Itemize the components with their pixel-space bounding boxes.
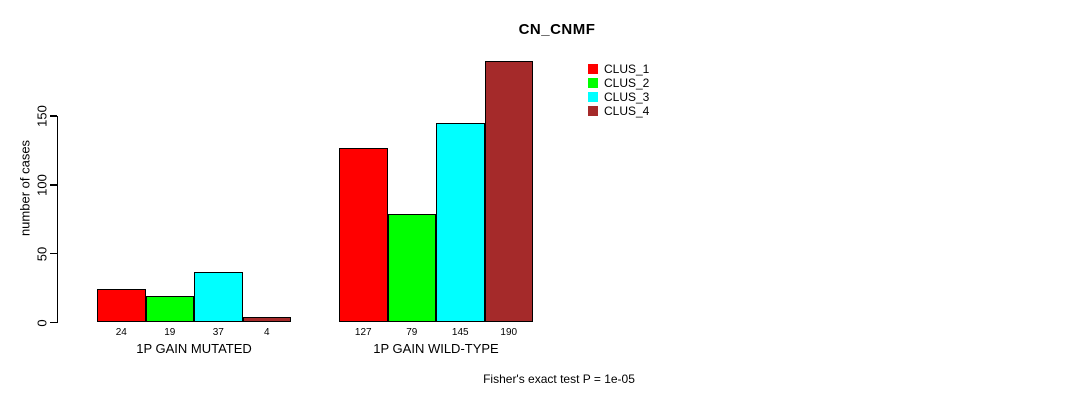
x-category-label: 1P GAIN WILD-TYPE <box>373 341 499 356</box>
bar-clus_1-group1 <box>97 289 146 323</box>
y-tick-mark <box>50 115 57 117</box>
bar-value-label: 24 <box>115 327 127 338</box>
annotation-text: Fisher's exact test P = 1e-05 <box>483 372 635 386</box>
y-tick-mark <box>50 253 57 255</box>
bar-value-label: 145 <box>451 327 469 338</box>
bar-value-label: 37 <box>212 327 224 338</box>
y-tick-mark <box>50 184 57 186</box>
legend-item-label: CLUS_3 <box>604 90 650 104</box>
y-tick-label: 100 <box>34 173 50 196</box>
x-category-label: 1P GAIN MUTATED <box>136 341 252 356</box>
legend-color-swatch <box>588 64 598 74</box>
y-axis-line <box>57 116 59 323</box>
bar-value-label: 190 <box>500 327 518 338</box>
bar-clus_4-group2 <box>484 60 533 323</box>
bar-value-label: 79 <box>406 327 418 338</box>
legend: CLUS_1 CLUS_2 CLUS_3 CLUS_4 <box>588 62 649 118</box>
y-tick-label: 150 <box>34 105 50 127</box>
legend-item-label: CLUS_4 <box>604 104 650 118</box>
y-tick-mark <box>50 322 57 324</box>
legend-color-swatch <box>588 92 598 102</box>
bar-value-label: 19 <box>164 327 176 338</box>
bar-clus_3-group2 <box>436 122 485 323</box>
y-tick-label: 0 <box>34 318 50 327</box>
legend-item: CLUS_4 <box>588 104 649 118</box>
chart-title: CN_CNMF <box>518 21 596 38</box>
bar-value-label: 127 <box>354 327 372 338</box>
bar-clus_2-group2 <box>387 213 436 323</box>
bar-clus_4-group1 <box>242 316 291 323</box>
legend-color-swatch <box>588 78 598 88</box>
legend-item-label: CLUS_2 <box>604 76 650 90</box>
y-axis-label: number of cases <box>17 139 33 237</box>
legend-item: CLUS_1 <box>588 62 649 76</box>
legend-item-label: CLUS_1 <box>604 62 650 76</box>
bar-clus_1-group2 <box>339 147 388 323</box>
bar-clus_3-group1 <box>194 271 243 323</box>
legend-color-swatch <box>588 106 598 116</box>
bar-value-label: 4 <box>263 327 270 338</box>
bar-clus_2-group1 <box>145 296 194 323</box>
legend-item: CLUS_2 <box>588 76 649 90</box>
y-tick-label: 50 <box>34 246 50 261</box>
legend-item: CLUS_3 <box>588 90 649 104</box>
